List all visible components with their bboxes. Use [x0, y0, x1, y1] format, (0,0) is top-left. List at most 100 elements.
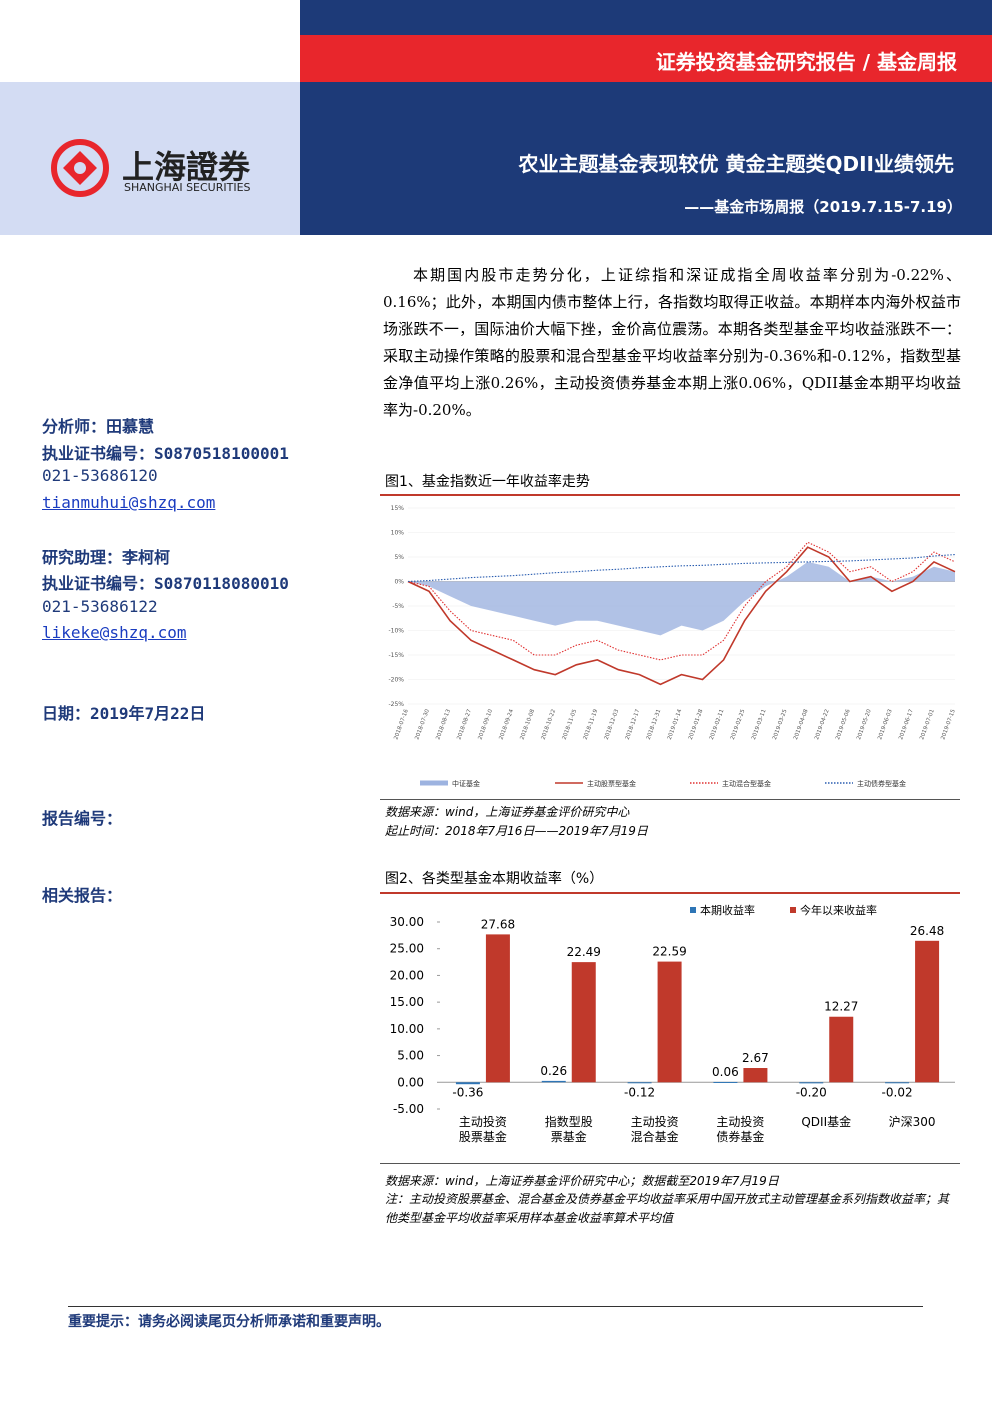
value-label: -0.20	[796, 1085, 827, 1099]
line	[407, 541, 956, 661]
x-tick-label: 2018-07-16	[393, 708, 410, 741]
figure-caption: 图2、各类型基金本期收益率（%）	[385, 871, 604, 887]
chart: 30.00 25.00 20.00 15.00 10.00 5.00 0.00 -5.00 -0…	[390, 903, 955, 1116]
x-tick-label: 2019-04-22	[814, 709, 831, 741]
analyst-phone: 021-53686120	[42, 466, 158, 485]
y-tick-label: 15.00	[390, 995, 424, 1009]
bar	[743, 1068, 768, 1083]
x-tick-label: 2019-07-01	[919, 709, 936, 741]
value-label: 22.59	[652, 945, 686, 959]
x-tick-label: 2018-12-03	[604, 708, 621, 741]
x-tick-label: 2019-05-20	[856, 708, 873, 741]
bar	[571, 962, 596, 1083]
x-tick-label: 主动投资股票基金	[458, 1115, 507, 1144]
line	[407, 554, 956, 583]
value-label: 27.68	[481, 917, 515, 931]
bar	[885, 1082, 910, 1084]
x-tick-label: 2019-04-08	[793, 708, 810, 741]
x-tick-label: 2018-12-17	[625, 708, 642, 741]
y-tick-label: -5.00	[393, 1102, 424, 1116]
x-tick-label: 沪深300	[888, 1115, 936, 1129]
value-label: 26.48	[910, 924, 944, 938]
report-title: 农业主题基金表现较优 黄金主题类QDII业绩领先	[518, 152, 954, 176]
value-label: 2.67	[742, 1051, 769, 1065]
x-tick-label: 2019-05-06	[835, 708, 852, 741]
line	[407, 546, 956, 686]
y-tick-label: 5%	[394, 554, 404, 561]
legend-label: 主动混合型基金	[722, 779, 771, 788]
analyst-cert: 执业证书编号：S0870518100001	[42, 444, 289, 463]
rule	[380, 892, 960, 894]
source-note: 数据来源：wind，上海证券基金评价研究中心；数据截至2019年7月19日	[385, 1174, 779, 1188]
y-tick-label: -25%	[388, 701, 404, 708]
x-tick-label: 2019-07-15	[940, 708, 957, 741]
x-tick-label: 2019-03-25	[772, 708, 789, 741]
value-label: 12.27	[824, 1000, 858, 1014]
bar	[657, 961, 682, 1083]
legend-label: 今年以来收益率	[800, 903, 877, 917]
y-tick-label: 25.00	[390, 942, 424, 956]
x-tick-label: 2018-12-31	[646, 709, 663, 741]
report-type: 证券投资基金研究报告 / 基金周报	[655, 50, 957, 74]
analyst: 分析师：田慕慧	[42, 417, 155, 436]
x-tick-label: 指数型股票基金	[544, 1115, 593, 1144]
bar	[799, 1082, 824, 1084]
assistant-email[interactable]: likeke@shzq.com	[42, 623, 187, 642]
x-tick-label: 主动投资债券基金	[716, 1115, 765, 1144]
x-tick-label: 主动投资混合基金	[630, 1115, 679, 1144]
x-tick-label: 2019-02-11	[709, 709, 726, 741]
logo-panel	[0, 82, 300, 235]
y-tick-label: 15%	[391, 505, 405, 512]
logo-icon	[51, 139, 109, 197]
value-label: 0.26	[540, 1064, 567, 1078]
y-tick-label: -15%	[388, 652, 404, 659]
source-note: 数据来源：wind，上海证券基金评价研究中心	[385, 805, 630, 819]
legend-swatch	[790, 907, 796, 913]
rule	[380, 1163, 960, 1164]
bar	[829, 1016, 854, 1083]
source-note: 起止时间：2018年7月16日——2019年7月19日	[385, 824, 648, 838]
analyst-email[interactable]: tianmuhui@shzq.com	[42, 493, 216, 512]
y-tick-label: -10%	[388, 628, 404, 635]
logo-text: 上海證券	[122, 148, 251, 186]
y-tick-label: -5%	[392, 603, 404, 610]
bar	[627, 1082, 652, 1084]
legend-label: 本期收益率	[700, 903, 755, 917]
y-tick-label: 30.00	[390, 915, 424, 929]
chart: 15%10%5%0%-5%-10%-15%-20%-25%2018-07-16 2…	[388, 505, 957, 788]
value-label: 22.49	[567, 945, 601, 959]
x-tick-label: 2018-11-19	[583, 708, 600, 741]
x-tick-label: 2018-10-08	[520, 708, 537, 741]
x-tick-label: 2018-08-27	[456, 708, 473, 741]
x-tick-label: 2019-06-17	[898, 708, 915, 741]
date: 日期：2019年7月22日	[42, 704, 206, 723]
logo-en: SHANGHAI SECURITIES	[124, 181, 251, 194]
x-tick-label: 2018-08-13	[435, 708, 452, 741]
x-tick-label: 2019-02-25	[730, 708, 747, 741]
x-tick-label: 2019-01-28	[688, 708, 705, 741]
y-tick-label: 5.00	[397, 1049, 424, 1063]
x-tick-label: 2018-11-05	[562, 708, 579, 741]
report-no: 报告编号：	[42, 809, 123, 828]
legend-label: 主动债券型基金	[857, 779, 906, 788]
legend-label: 中证基金	[452, 779, 480, 788]
footer-rule	[68, 1306, 923, 1307]
assistant-cert: 执业证书编号：S0870118080010	[42, 574, 289, 593]
summary-paragraph: 本期国内股市走势分化，上证综指和深证成指全周收益率分别为-0.22%、0.16%…	[383, 266, 961, 419]
bar	[541, 1080, 566, 1083]
related-reports: 相关报告：	[42, 886, 123, 905]
y-tick-label: -20%	[388, 677, 404, 684]
footer-notice: 重要提示：请务必阅读尾页分析师承诺和重要声明。	[68, 1314, 390, 1330]
value-label: -0.02	[882, 1085, 913, 1099]
legend-swatch	[690, 907, 696, 913]
x-tick-label: 2019-03-11	[751, 709, 768, 741]
assistant: 研究助理：李柯柯	[42, 548, 171, 567]
bar	[915, 940, 940, 1083]
bar	[713, 1081, 738, 1083]
x-tick-label: 2019-01-14	[667, 708, 684, 741]
assistant-phone: 021-53686122	[42, 597, 158, 616]
x-tick-label: 2018-09-24	[498, 708, 515, 741]
y-tick-label: 10%	[391, 530, 405, 537]
value-label: 0.06	[712, 1065, 739, 1079]
